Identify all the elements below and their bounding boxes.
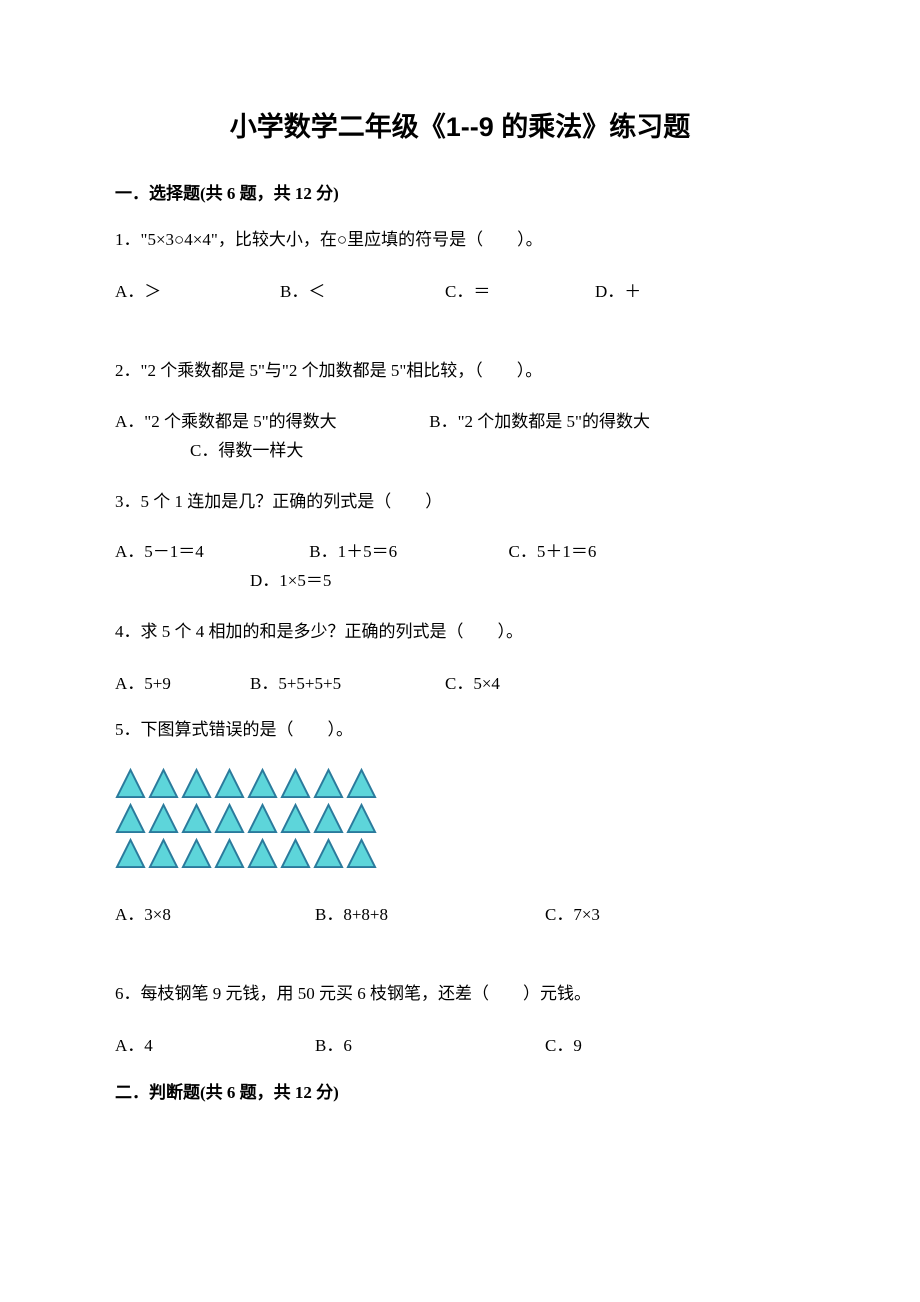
q5-opt-c: C．7×3 (545, 900, 600, 925)
triangle-icon (181, 767, 212, 800)
q5-text: 5．下图算式错误的是（ ）。 (115, 716, 805, 745)
triangle-row (115, 767, 805, 800)
q5-options: A．3×8 B．8+8+8 C．7×3 (115, 900, 805, 925)
triangle-icon (214, 837, 245, 870)
triangle-icon (280, 802, 311, 835)
triangle-icon (247, 802, 278, 835)
section-1-heading: 一．选择题(共 6 题，共 12 分) (115, 179, 805, 204)
q4-text: 4．求 5 个 4 相加的和是多少？正确的列式是（ ）。 (115, 618, 805, 647)
section-2-heading: 二．判断题(共 6 题，共 12 分) (115, 1078, 805, 1103)
q2-opt-c: C．得数一样大 (115, 437, 303, 466)
triangle-icon (280, 837, 311, 870)
q1-text: 1．"5×3○4×4"，比较大小，在○里应填的符号是（ ）。 (115, 226, 805, 255)
page-title: 小学数学二年级《1--9 的乘法》练习题 (115, 105, 805, 144)
q5-opt-a: A．3×8 (115, 900, 315, 925)
q4-opt-c: C．5×4 (445, 669, 500, 694)
triangle-icon (247, 837, 278, 870)
triangle-icon (247, 767, 278, 800)
triangle-icon (313, 802, 344, 835)
q2-opt-a: A．"2 个乘数都是 5"的得数大 (115, 408, 425, 437)
q3-options: A．5－1＝4 B．1＋5＝6 C．5＋1＝6 D．1×5＝5 (115, 538, 805, 596)
q6-opt-a: A．4 (115, 1031, 315, 1056)
triangle-icon (214, 767, 245, 800)
triangle-icon (115, 802, 146, 835)
q3-opt-c: C．5＋1＝6 (509, 542, 597, 561)
q1-options: A．＞ B．＜ C．＝ D．＋ (115, 277, 805, 302)
triangle-icon (346, 802, 377, 835)
q5-opt-b: B．8+8+8 (315, 900, 545, 925)
q6-opt-c: C．9 (545, 1031, 582, 1056)
triangle-icon (148, 837, 179, 870)
q6-opt-b: B．6 (315, 1031, 545, 1056)
q4-opt-b: B．5+5+5+5 (250, 669, 445, 694)
triangle-icon (115, 837, 146, 870)
q1-opt-c: C．＝ (445, 277, 595, 302)
q1-opt-d: D．＋ (595, 277, 641, 302)
triangle-icon (181, 837, 212, 870)
triangle-icon (280, 767, 311, 800)
triangle-icon (346, 767, 377, 800)
q5-triangles-figure (115, 767, 805, 870)
triangle-icon (214, 802, 245, 835)
q1-opt-a: A．＞ (115, 277, 280, 302)
q6-options: A．4 B．6 C．9 (115, 1031, 805, 1056)
q4-opt-a: A．5+9 (115, 669, 250, 694)
triangle-icon (313, 767, 344, 800)
q3-text: 3．5 个 1 连加是几？正确的列式是（ ） (115, 488, 805, 517)
q2-text: 2．"2 个乘数都是 5"与"2 个加数都是 5"相比较，（ ）。 (115, 357, 805, 386)
triangle-row (115, 802, 805, 835)
triangle-icon (148, 802, 179, 835)
q3-opt-d: D．1×5＝5 (115, 567, 331, 596)
triangle-icon (115, 767, 146, 800)
q3-opt-a: A．5－1＝4 (115, 538, 305, 567)
q2-opt-b: B．"2 个加数都是 5"的得数大 (429, 412, 650, 431)
triangle-row (115, 837, 805, 870)
q1-opt-b: B．＜ (280, 277, 445, 302)
triangle-icon (313, 837, 344, 870)
q6-text: 6．每枝钢笔 9 元钱，用 50 元买 6 枝钢笔，还差（ ）元钱。 (115, 980, 805, 1009)
q2-options: A．"2 个乘数都是 5"的得数大 B．"2 个加数都是 5"的得数大 C．得数… (115, 408, 805, 466)
triangle-icon (346, 837, 377, 870)
q3-opt-b: B．1＋5＝6 (309, 538, 504, 567)
triangle-icon (148, 767, 179, 800)
triangle-icon (181, 802, 212, 835)
q4-options: A．5+9 B．5+5+5+5 C．5×4 (115, 669, 805, 694)
